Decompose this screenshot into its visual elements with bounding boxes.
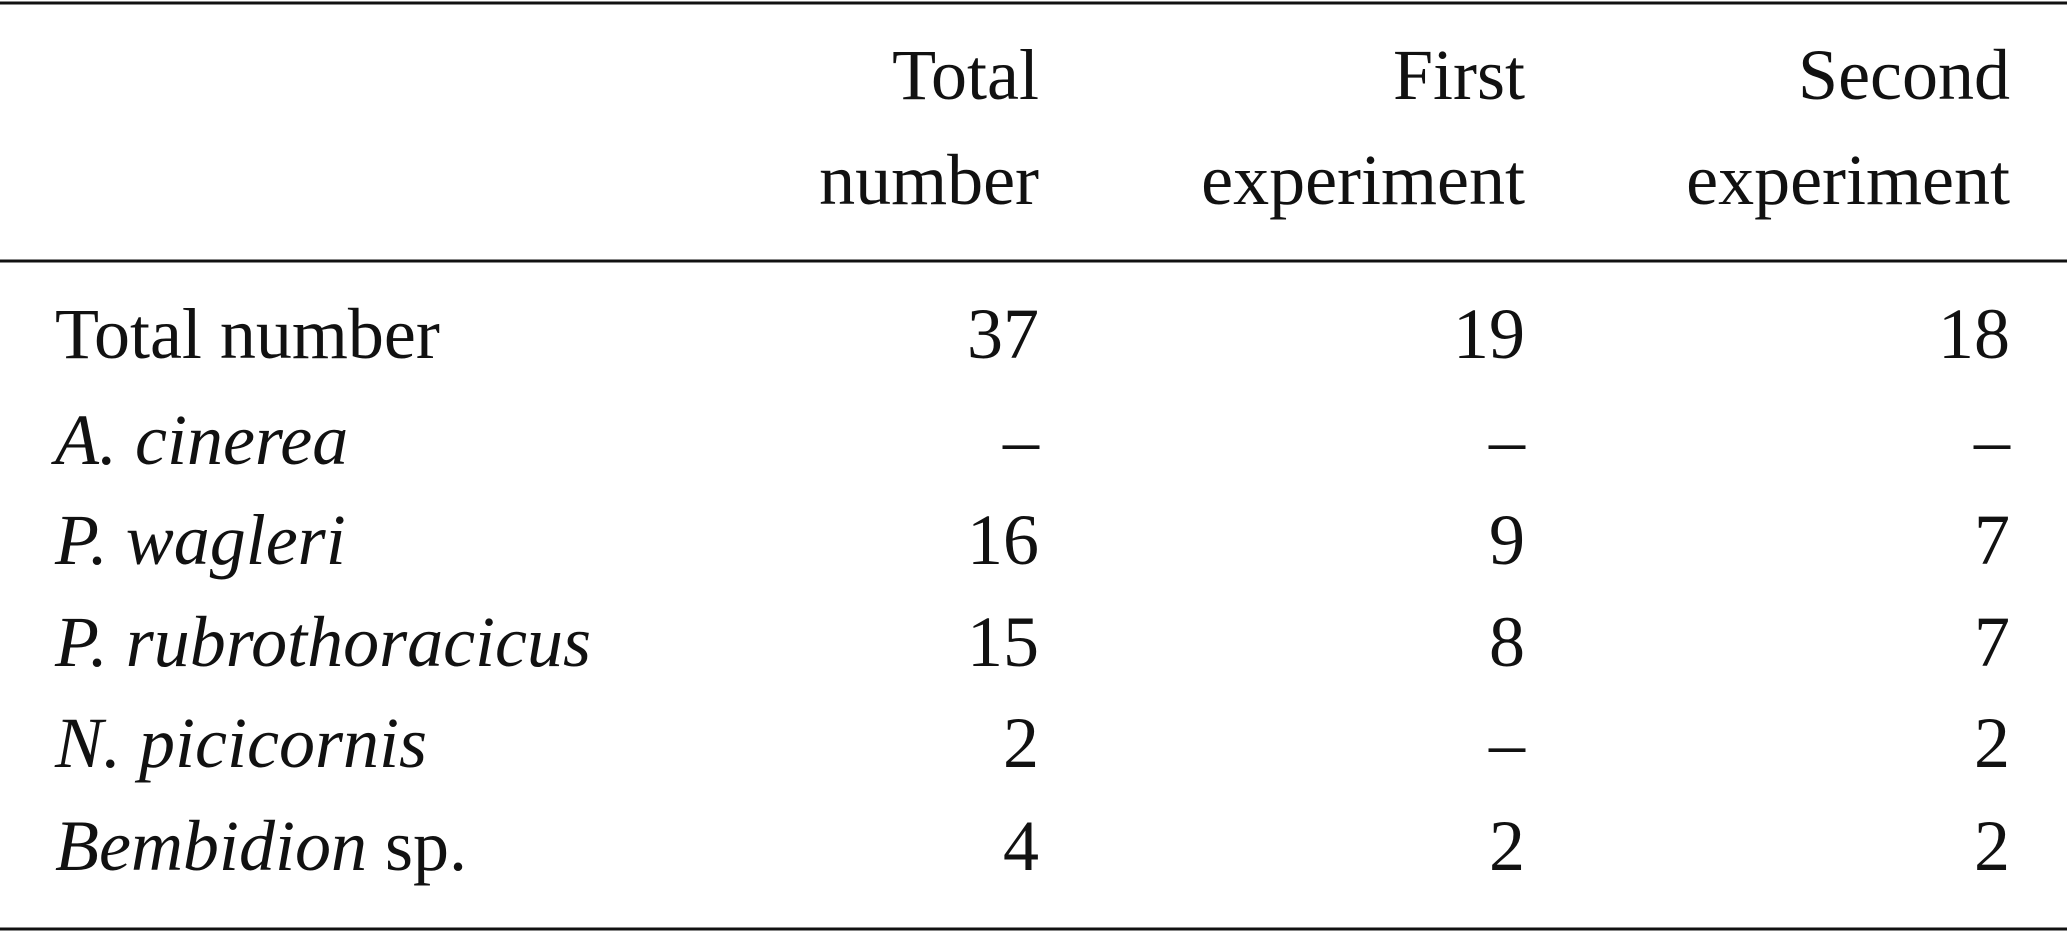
cell-value: 2 [1489, 806, 1525, 886]
cell-value: 16 [967, 500, 1039, 580]
cell-value: 7 [1974, 500, 2010, 580]
label-text: sp. [385, 806, 467, 886]
column-header: number [819, 140, 1039, 220]
label-text: Total number [55, 294, 440, 374]
cell-value: 15 [967, 602, 1039, 682]
column-header: Second [1798, 35, 2010, 115]
species-name: P. rubrothoracicus [54, 602, 591, 682]
cell-value: 37 [967, 294, 1039, 374]
column-header: experiment [1201, 140, 1525, 220]
species-name: P. wagleri [54, 500, 346, 580]
species-name: Bembidion [55, 806, 367, 886]
cell-value: – [1488, 400, 1526, 480]
cell-value: – [1488, 703, 1526, 783]
cell-value: 2 [1974, 806, 2010, 886]
cell-value: 7 [1974, 602, 2010, 682]
species-name: A. cinerea [51, 400, 348, 480]
row-label: P. rubrothoracicus [54, 602, 591, 682]
cell-value: 2 [1003, 703, 1039, 783]
cell-value: – [1973, 400, 2011, 480]
cell-value: – [1002, 400, 1040, 480]
row-label: P. wagleri [54, 500, 346, 580]
column-header: Total [892, 35, 1039, 115]
cell-value: 4 [1003, 806, 1039, 886]
row-label: A. cinerea [51, 400, 348, 480]
row-label: N. picicornis [54, 703, 427, 783]
row-label: Bembidion sp. [55, 806, 467, 886]
cell-value: 9 [1489, 500, 1525, 580]
cell-value: 18 [1938, 294, 2010, 374]
cell-value: 19 [1453, 294, 1525, 374]
cell-value: 8 [1489, 602, 1525, 682]
row-label: Total number [55, 294, 440, 374]
column-header: experiment [1686, 140, 2010, 220]
cell-value: 2 [1974, 703, 2010, 783]
species-name: N. picicornis [54, 703, 427, 783]
column-header: First [1393, 35, 1525, 115]
